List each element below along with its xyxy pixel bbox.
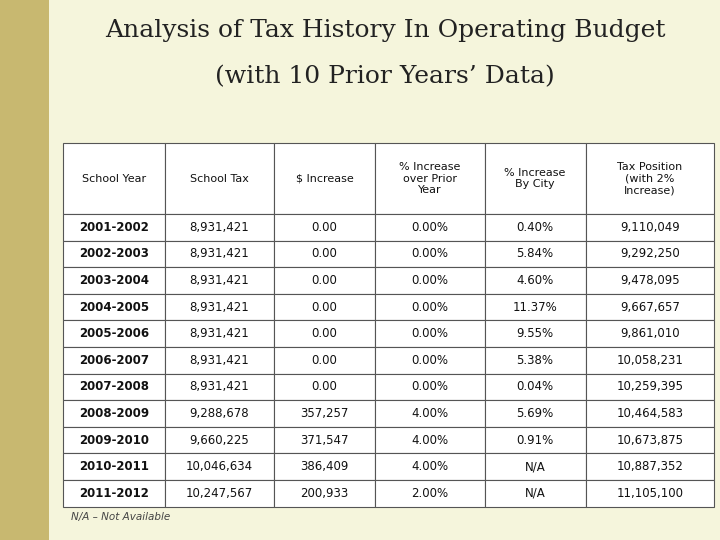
Text: 2011-2012: 2011-2012 [79,487,149,500]
Text: 10,247,567: 10,247,567 [186,487,253,500]
Text: (with 10 Prior Years’ Data): (with 10 Prior Years’ Data) [215,65,555,88]
Text: 2008-2009: 2008-2009 [79,407,149,420]
Text: 10,046,634: 10,046,634 [186,460,253,473]
Text: N/A – Not Available: N/A – Not Available [71,512,170,522]
Text: 386,409: 386,409 [300,460,348,473]
Text: 0.00%: 0.00% [411,247,449,260]
Text: 4.00%: 4.00% [411,407,449,420]
Text: 357,257: 357,257 [300,407,348,420]
Text: 8,931,421: 8,931,421 [189,301,249,314]
Text: 0.00: 0.00 [312,380,338,393]
Text: 371,547: 371,547 [300,434,348,447]
Text: 2010-2011: 2010-2011 [79,460,149,473]
Text: 9,667,657: 9,667,657 [620,301,680,314]
Text: 200,933: 200,933 [300,487,348,500]
Text: 5.69%: 5.69% [516,407,554,420]
Text: 8,931,421: 8,931,421 [189,327,249,340]
Text: Tax Position
(with 2%
Increase): Tax Position (with 2% Increase) [617,162,683,195]
Text: 2006-2007: 2006-2007 [79,354,149,367]
Text: 4.00%: 4.00% [411,460,449,473]
Text: % Increase
over Prior
Year: % Increase over Prior Year [399,162,461,195]
Text: School Tax: School Tax [190,173,248,184]
Text: Analysis of Tax History In Operating Budget: Analysis of Tax History In Operating Bud… [105,19,665,42]
Text: 10,673,875: 10,673,875 [616,434,683,447]
Text: N/A: N/A [525,487,546,500]
Text: 0.00: 0.00 [312,274,338,287]
Text: 2009-2010: 2009-2010 [79,434,149,447]
Text: 11.37%: 11.37% [513,301,557,314]
Text: 0.00%: 0.00% [411,221,449,234]
Text: 9,861,010: 9,861,010 [620,327,680,340]
Text: 0.00: 0.00 [312,247,338,260]
Text: 2002-2003: 2002-2003 [79,247,149,260]
Text: 2.00%: 2.00% [411,487,449,500]
Text: 10,887,352: 10,887,352 [616,460,683,473]
Text: School Year: School Year [82,173,146,184]
Text: 0.00%: 0.00% [411,354,449,367]
Text: 0.40%: 0.40% [516,221,554,234]
Text: 2007-2008: 2007-2008 [79,380,149,393]
Text: 0.00: 0.00 [312,354,338,367]
Text: 4.60%: 4.60% [516,274,554,287]
Text: 0.00%: 0.00% [411,327,449,340]
Text: 10,464,583: 10,464,583 [616,407,683,420]
Text: N/A: N/A [525,460,546,473]
Text: 9,660,225: 9,660,225 [189,434,249,447]
Text: 8,931,421: 8,931,421 [189,221,249,234]
Text: 9,478,095: 9,478,095 [620,274,680,287]
Text: 0.00%: 0.00% [411,301,449,314]
Text: % Increase
By City: % Increase By City [505,168,566,190]
Text: 0.00: 0.00 [312,221,338,234]
Text: 9.55%: 9.55% [516,327,554,340]
Text: 9,110,049: 9,110,049 [620,221,680,234]
Text: 2001-2002: 2001-2002 [79,221,149,234]
Text: 0.04%: 0.04% [516,380,554,393]
Text: 9,288,678: 9,288,678 [189,407,249,420]
Text: 2005-2006: 2005-2006 [79,327,149,340]
Text: 9,292,250: 9,292,250 [620,247,680,260]
Text: 8,931,421: 8,931,421 [189,247,249,260]
Text: 0.00: 0.00 [312,327,338,340]
Text: 8,931,421: 8,931,421 [189,354,249,367]
Text: 0.91%: 0.91% [516,434,554,447]
Text: 4.00%: 4.00% [411,434,449,447]
Text: 5.84%: 5.84% [516,247,554,260]
Text: 10,058,231: 10,058,231 [616,354,683,367]
Text: 2003-2004: 2003-2004 [79,274,149,287]
Text: 5.38%: 5.38% [517,354,554,367]
Text: 11,105,100: 11,105,100 [616,487,683,500]
Text: 10,259,395: 10,259,395 [616,380,683,393]
Text: $ Increase: $ Increase [296,173,354,184]
Text: 0.00: 0.00 [312,301,338,314]
Text: 0.00%: 0.00% [411,274,449,287]
Text: 8,931,421: 8,931,421 [189,380,249,393]
Text: 2004-2005: 2004-2005 [79,301,149,314]
Text: 8,931,421: 8,931,421 [189,274,249,287]
Text: 0.00%: 0.00% [411,380,449,393]
